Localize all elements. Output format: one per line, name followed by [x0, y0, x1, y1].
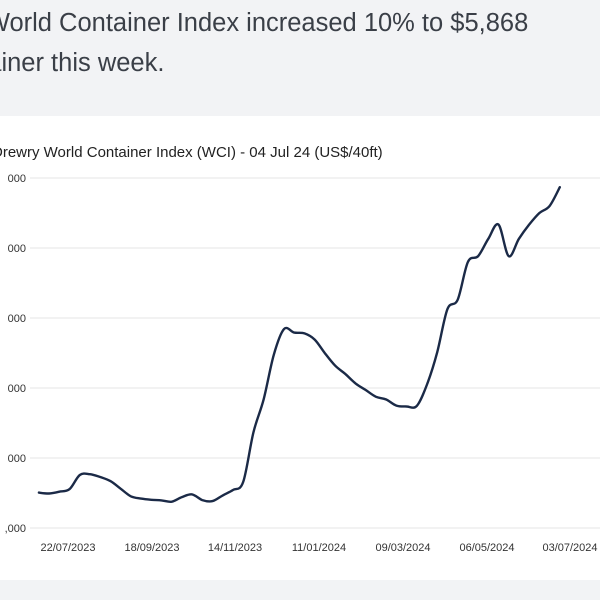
y-tick-label: 000: [8, 243, 26, 255]
x-tick-label: 06/05/2024: [459, 542, 514, 554]
wci-line-chart: Drewry World Container Index (WCI) - 04 …: [0, 144, 600, 554]
headline-panel: s World Container Index increased 10% to…: [0, 0, 600, 116]
x-tick-label: 09/03/2024: [375, 542, 430, 554]
series-line: [37, 186, 561, 503]
chart-area: Drewry World Container Index (WCI) - 04 …: [0, 116, 600, 580]
chart-title: Drewry World Container Index (WCI) - 04 …: [0, 144, 383, 161]
y-tick-label: 000: [8, 453, 26, 465]
headline-line-2: ntainer this week.: [0, 49, 165, 77]
x-tick-label: 03/07/2024: [542, 542, 597, 554]
y-tick-label: 000: [8, 313, 26, 325]
headline: s World Container Index increased 10% to…: [0, 3, 600, 83]
y-tick-label: ,000: [5, 523, 26, 535]
x-tick-label: 11/01/2024: [292, 542, 346, 554]
y-tick-label: 000: [8, 383, 26, 395]
bottom-strip: [0, 580, 600, 600]
y-tick-label: 000: [8, 173, 26, 185]
x-tick-label: 14/11/2023: [208, 542, 262, 554]
x-tick-label: 18/09/2023: [124, 542, 179, 554]
headline-line-1: s World Container Index increased 10% to…: [0, 9, 529, 37]
x-tick-label: 22/07/2023: [40, 542, 95, 554]
